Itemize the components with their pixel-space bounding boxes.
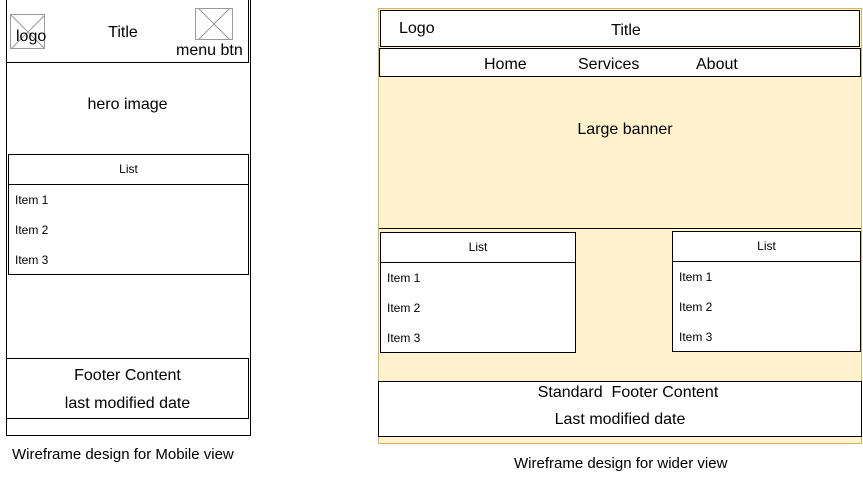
wide-wireframe — [378, 8, 862, 444]
wide-list-right-item[interactable]: Item 2 — [679, 300, 713, 314]
mobile-caption: Wireframe design for Mobile view — [12, 446, 234, 463]
wide-list-left-item[interactable]: Item 2 — [387, 301, 421, 315]
wide-nav-bar — [379, 48, 861, 77]
wide-list-left-item[interactable]: Item 3 — [387, 331, 421, 345]
wide-list-right — [672, 231, 861, 352]
wide-header — [380, 10, 860, 47]
wide-list-left — [380, 232, 576, 353]
wide-footer — [378, 381, 862, 437]
nav-link-about[interactable]: About — [696, 56, 738, 73]
wide-large-banner: Large banner — [577, 121, 673, 138]
wide-logo: Logo — [399, 20, 435, 37]
wide-list-right-item[interactable]: Item 1 — [679, 270, 713, 284]
wide-banner-divider — [379, 228, 861, 229]
mobile-footer-content: Footer Content — [74, 367, 181, 384]
mobile-wireframe — [6, 0, 251, 436]
mobile-logo-label: logo — [16, 28, 47, 45]
wide-caption: Wireframe design for wider view — [514, 455, 728, 472]
mobile-list-item[interactable]: Item 3 — [15, 253, 49, 267]
wide-list-left-item[interactable]: Item 1 — [387, 271, 421, 285]
mobile-title: Title — [108, 24, 138, 41]
mobile-list — [8, 154, 249, 275]
nav-link-services[interactable]: Services — [578, 56, 640, 73]
mobile-footer — [6, 358, 249, 419]
mobile-list-item[interactable]: Item 2 — [15, 223, 49, 237]
wide-list-right-header: List — [672, 231, 861, 262]
nav-link-home[interactable]: Home — [484, 56, 527, 73]
wide-footer-date: Last modified date — [554, 411, 686, 428]
wide-title: Title — [611, 22, 641, 39]
wide-list-right-item[interactable]: Item 3 — [679, 330, 713, 344]
mobile-footer-date: last modified date — [64, 395, 191, 412]
logo-image-icon — [10, 14, 45, 49]
wide-list-left-header: List — [380, 232, 576, 263]
mobile-hero-image: hero image — [87, 96, 168, 113]
menu-image-icon — [195, 8, 233, 40]
wide-footer-content: Standard Footer Content — [537, 384, 719, 401]
mobile-list-item[interactable]: Item 1 — [15, 193, 49, 207]
mobile-list-header: List — [8, 154, 249, 185]
mobile-menu-button[interactable]: menu btn — [176, 42, 243, 59]
